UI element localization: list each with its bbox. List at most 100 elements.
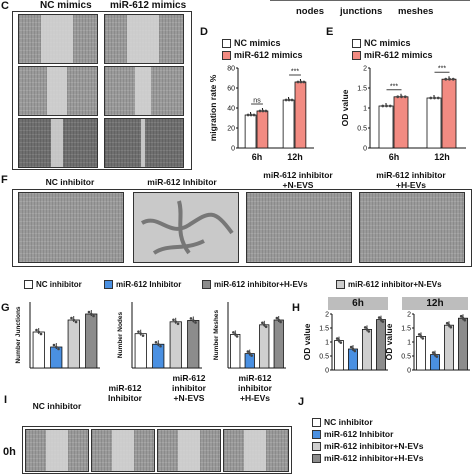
data-point: [335, 337, 339, 340]
chart-h-6h: 0 0.5 1 1.5 2 OD value: [302, 312, 388, 375]
data-point: [444, 77, 448, 81]
panel-i-header-4: miR-612 inhibitor +H-EVs: [238, 373, 272, 403]
scratch-i-inhibitor: [91, 429, 155, 472]
legend-e-swatch-1: [352, 38, 361, 48]
data-point: [233, 333, 237, 336]
y-tick-label: 1.5: [319, 326, 329, 333]
micrograph-mimics-6h: [104, 66, 184, 116]
legend-fg-item-4: miR-612 inhibitor+N-EVs: [336, 280, 442, 289]
micrograph-nc-0h: [18, 14, 98, 64]
data-point: [74, 320, 78, 324]
legend-fg-item-1: NC inhibitor: [24, 280, 82, 289]
data-point: [284, 98, 288, 102]
panel-label-e: E: [326, 26, 334, 38]
bar: [259, 324, 270, 369]
chart-g-meshes: Number Meshes: [213, 302, 286, 369]
legend-j-item-2: miR-612 Inhibitor: [312, 429, 393, 439]
y-tick-label: 80: [227, 66, 235, 73]
legend-j-label-1: NC inhibitor: [324, 417, 373, 427]
data-point: [353, 349, 357, 353]
data-point: [435, 355, 439, 358]
data-point: [189, 317, 193, 320]
legend-j-label-4: miR-612 inhibitor+H-EVs: [324, 453, 424, 463]
data-point: [246, 113, 250, 117]
data-point: [159, 344, 162, 348]
label-junctions: junctions: [340, 6, 383, 17]
y-axis-label: migration rate %: [208, 74, 218, 141]
data-point: [174, 320, 178, 324]
y-axis-label: Number Meshes: [213, 310, 220, 361]
top-right-axis-line: [270, 0, 470, 3]
chart-g-nodes: Number Nodes: [117, 302, 202, 369]
data-point: [35, 328, 38, 332]
data-point: [250, 354, 253, 357]
bar: [282, 99, 295, 149]
panel-label-i: I: [4, 394, 8, 406]
y-tick-label: 1.5: [357, 86, 367, 93]
data-point: [449, 325, 453, 329]
y-axis-label: OD value: [302, 323, 312, 360]
legend-fg-label-4: miR-612 inhibitor+N-EVs: [348, 280, 442, 289]
bar: [334, 340, 344, 371]
data-point: [296, 80, 300, 84]
data-point: [249, 113, 253, 117]
legend-j-swatch-1: [312, 417, 321, 427]
bar: [169, 321, 182, 369]
tube-micrograph-n-evs: [246, 192, 352, 263]
legend-j-item-1: NC inhibitor: [312, 417, 373, 427]
y-tick-label: 1: [407, 340, 411, 347]
y-tick-label: 40: [227, 106, 235, 113]
data-point: [381, 104, 385, 108]
panel-i-header-2: miR-612 Inhibitor: [108, 383, 142, 403]
data-point: [279, 320, 282, 324]
panel-label-j: J: [298, 396, 305, 408]
y-tick-label: 20: [227, 126, 235, 133]
legend-fg-item-2: miR-612 Inhibitor: [104, 280, 181, 289]
data-point: [290, 98, 294, 102]
data-point: [191, 319, 195, 322]
bar: [244, 353, 255, 369]
y-tick-label: 60: [227, 86, 235, 93]
data-point: [235, 335, 239, 338]
chart-g-junctions: Number Junctions: [15, 302, 100, 369]
data-point: [385, 104, 388, 108]
data-point: [403, 95, 407, 99]
bar: [134, 333, 147, 369]
legend-d-item-2: miR-612 mimics: [222, 50, 303, 60]
data-point: [87, 310, 91, 314]
data-point: [54, 345, 58, 349]
bar: [256, 110, 269, 149]
panel-c-frame: [12, 11, 192, 170]
bar: [294, 81, 307, 149]
panel-f-header-3: miR-612 inhibitor +N-EVS: [263, 170, 333, 190]
scratch-i-nc: [25, 429, 89, 472]
x-tick-label: 6h: [389, 152, 400, 162]
panel-c-col1-header: NC mimics: [40, 0, 92, 11]
bar: [444, 324, 454, 371]
data-point: [264, 109, 268, 113]
data-point: [447, 323, 451, 327]
legend-d-swatch-2: [222, 50, 231, 60]
bar: [458, 317, 468, 371]
data-point: [264, 325, 268, 329]
y-tick-label: 2: [407, 312, 411, 319]
bar: [362, 328, 372, 371]
y-tick-label: 0: [231, 146, 235, 153]
y-tick-label: 2: [325, 312, 329, 319]
y-tick-label: 2: [363, 66, 367, 73]
significance-label: ns: [253, 98, 261, 105]
y-tick-label: 0: [407, 368, 411, 375]
tube-micrograph-h-evs: [359, 192, 465, 263]
data-point: [92, 314, 95, 318]
x-tick-label: 12h: [434, 152, 450, 162]
bar: [50, 346, 63, 369]
legend-fg-label-2: miR-612 Inhibitor: [116, 280, 182, 289]
data-point: [433, 96, 436, 100]
data-point: [275, 316, 279, 320]
data-point: [194, 321, 197, 324]
legend-fg-swatch-1: [24, 280, 33, 289]
data-point: [363, 326, 367, 329]
tube-micrograph-nc: [18, 192, 124, 263]
panel-f-frame: [12, 189, 472, 267]
panel-h-header-6h: 6h: [328, 297, 388, 310]
